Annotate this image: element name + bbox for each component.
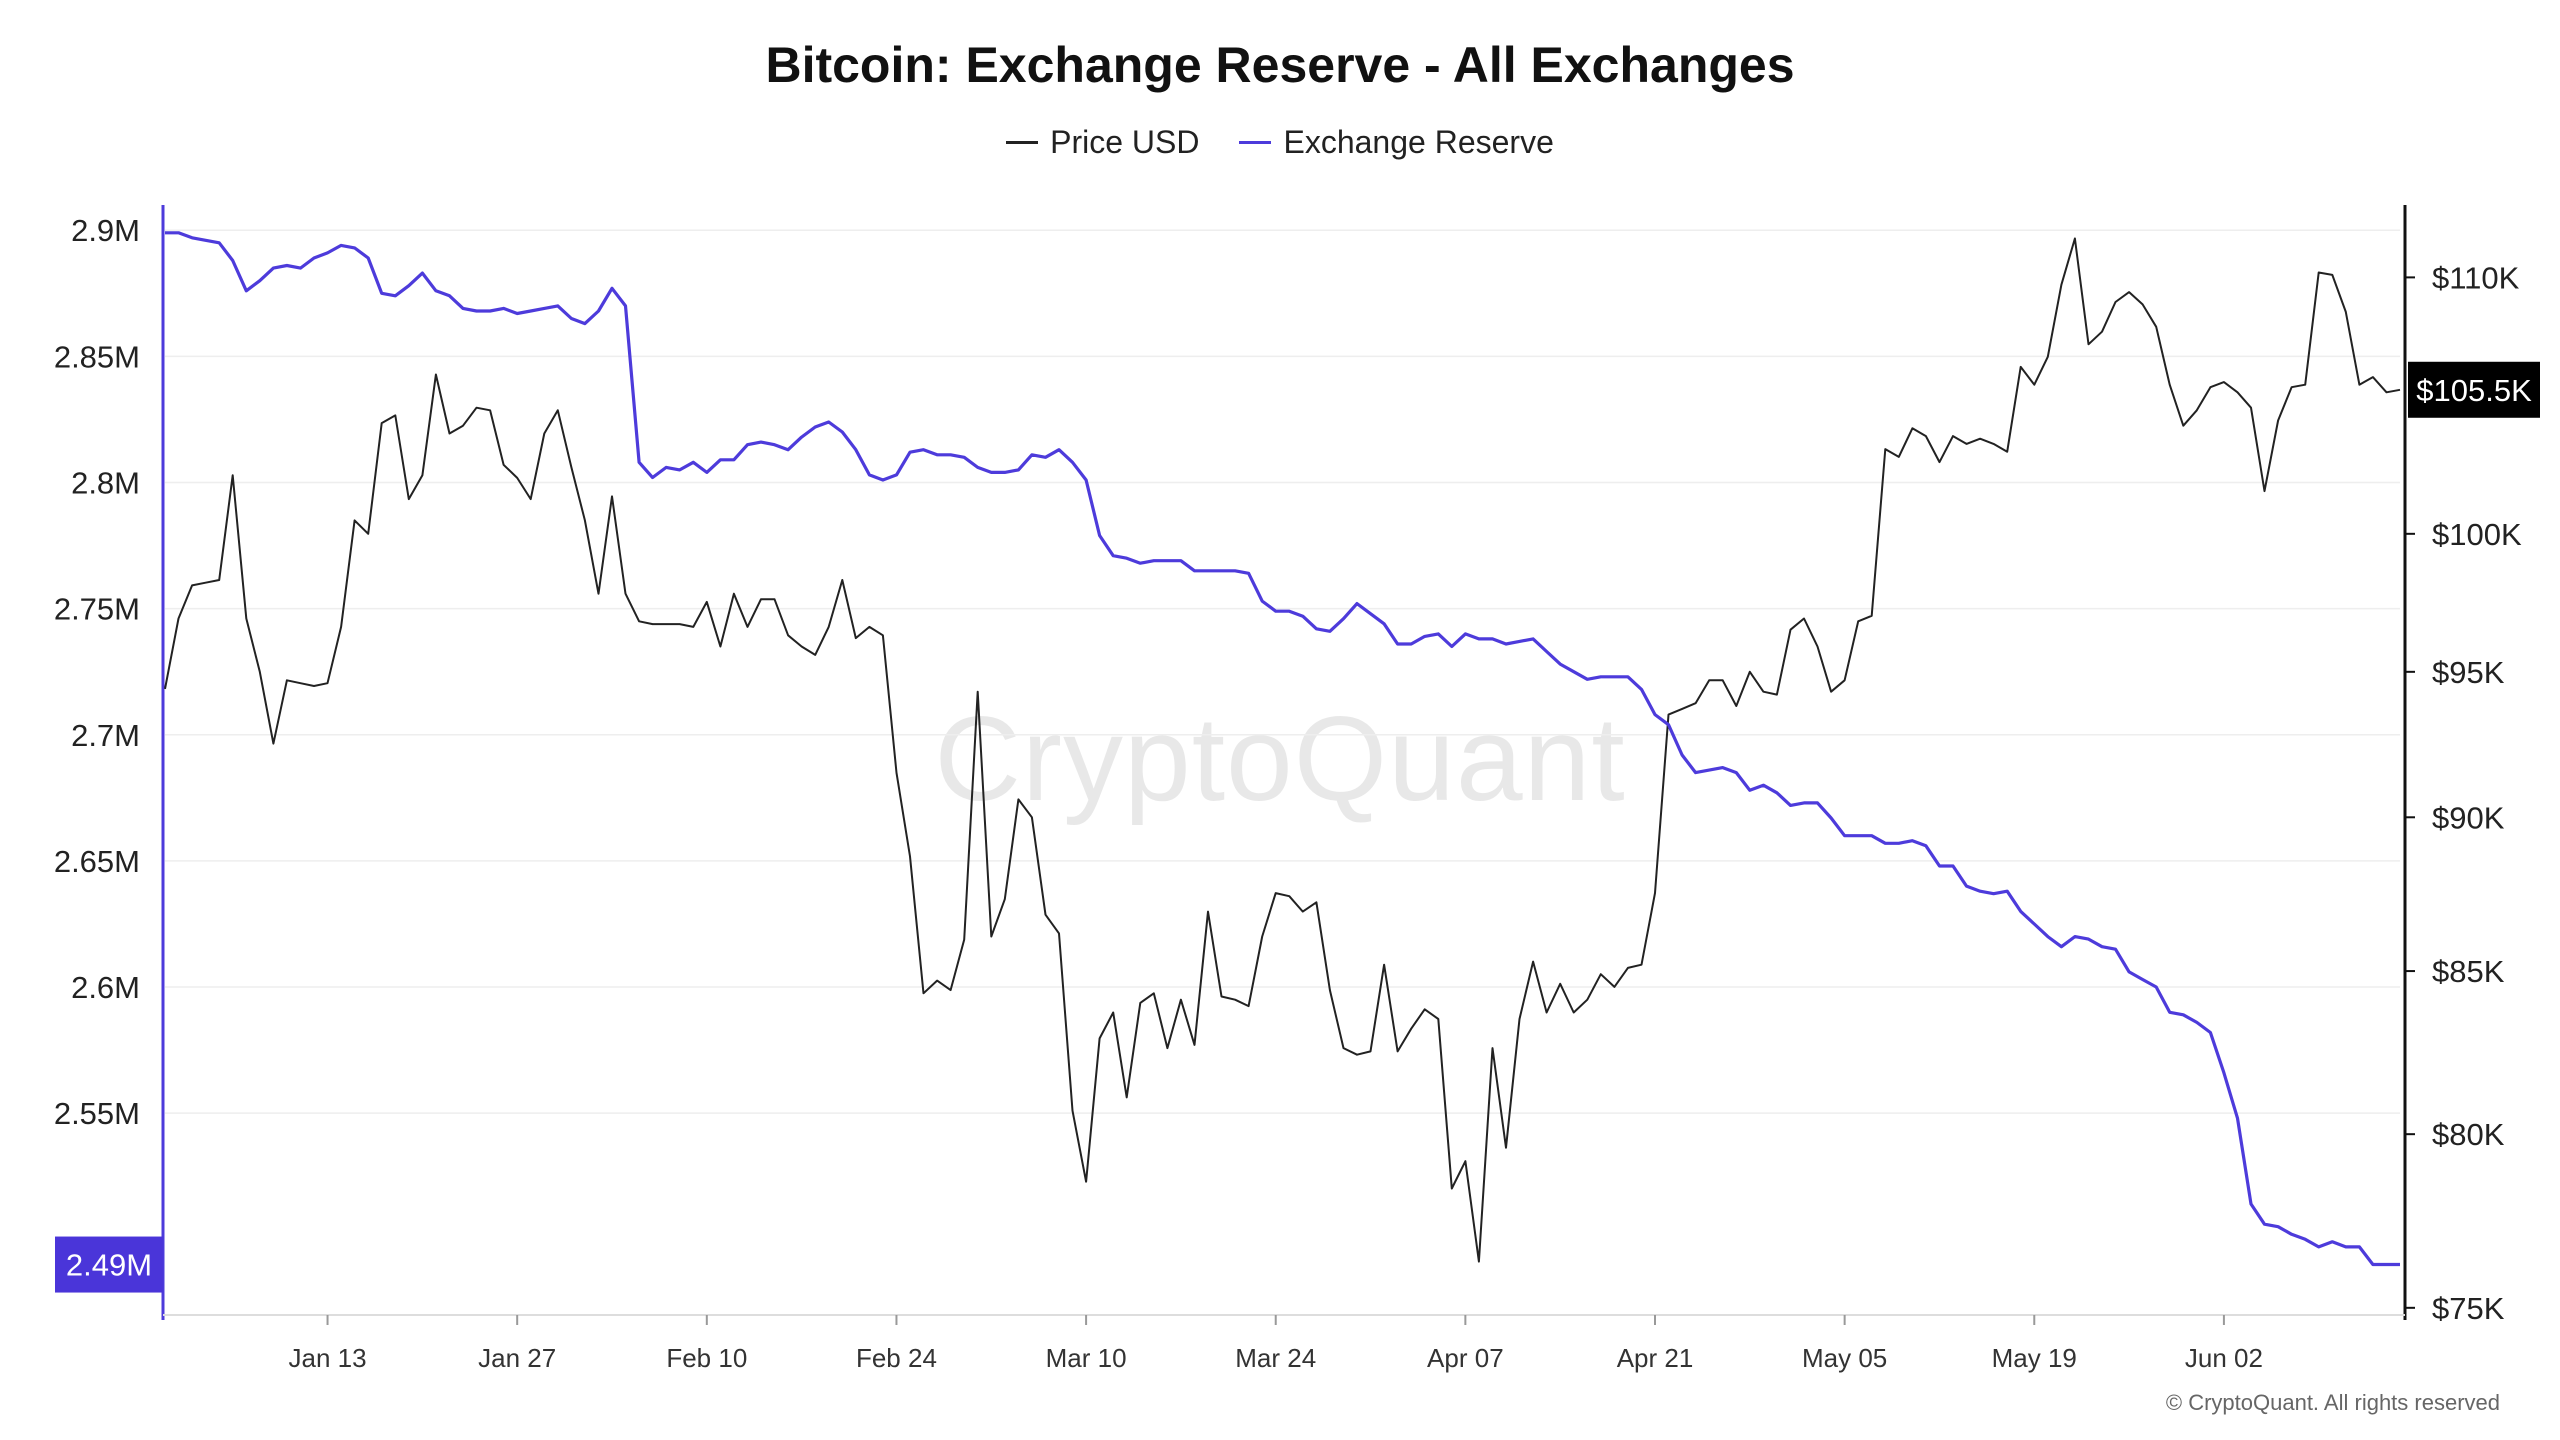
left-tick-label: 2.75M — [54, 592, 140, 627]
left-tick-label: 2.6M — [71, 970, 140, 1005]
left-tick-label: 2.8M — [71, 466, 140, 501]
right-tick-label: $75K — [2432, 1291, 2505, 1326]
value-badges: 2.49M $105.5K — [55, 361, 2540, 1293]
x-tick-label: May 19 — [1992, 1343, 2077, 1373]
left-tick-label: 2.65M — [54, 844, 140, 879]
x-tick-label: Apr 21 — [1617, 1343, 1694, 1373]
legend-label-reserve: Exchange Reserve — [1283, 124, 1554, 160]
right-tick-label: $80K — [2432, 1117, 2505, 1152]
x-tick-label: Feb 24 — [856, 1343, 937, 1373]
series-line-price-usd — [164, 237, 2401, 1263]
chart-title: Bitcoin: Exchange Reserve - All Exchange… — [765, 37, 1795, 93]
left-tick-label: 2.55M — [54, 1096, 140, 1131]
watermark: CryptoQuant — [934, 692, 1626, 826]
left-tick-label: 2.9M — [71, 213, 140, 248]
x-tick-label: Mar 24 — [1235, 1343, 1316, 1373]
x-tick-label: Jun 02 — [2185, 1343, 2263, 1373]
x-tick-label: Mar 10 — [1046, 1343, 1127, 1373]
x-tick-label: Jan 13 — [289, 1343, 367, 1373]
reserve-value-badge-label: 2.49M — [66, 1248, 152, 1283]
right-tick-label: $100K — [2432, 517, 2522, 552]
right-tick-label: $85K — [2432, 954, 2505, 989]
series-lines — [164, 231, 2401, 1267]
legend-swatch-reserve — [1239, 141, 1272, 144]
right-tick-label: $95K — [2432, 655, 2505, 690]
series-line-exchange-reserve — [165, 231, 2400, 1267]
left-tick-label: 2.7M — [71, 718, 140, 753]
right-tick-label: $110K — [2432, 260, 2520, 295]
legend-label-price: Price USD — [1050, 124, 1200, 160]
legend-item-price[interactable]: Price USD — [1006, 124, 1199, 161]
reserve-value-badge — [55, 1236, 163, 1293]
left-tick-label: 2.85M — [54, 339, 140, 374]
x-tick-label: May 05 — [1802, 1343, 1887, 1373]
legend[interactable]: Price USD Exchange Reserve — [0, 124, 2560, 161]
x-tick-label: Apr 07 — [1427, 1343, 1504, 1373]
grid-lines — [165, 229, 2400, 1114]
x-tick-label: Jan 27 — [478, 1343, 556, 1373]
x-tick-label: Feb 10 — [666, 1343, 747, 1373]
right-tick-label: $90K — [2432, 800, 2505, 835]
price-value-badge — [2408, 361, 2540, 418]
axes: 2.9M 2.85M 2.8M 2.75M 2.7M 2.65M 2.6M 2.55M $110… — [54, 205, 2522, 1373]
price-value-badge-label: $105.5K — [2416, 373, 2532, 408]
legend-swatch-price — [1006, 141, 1039, 144]
copyright-text: © CryptoQuant. All rights reserved — [2165, 1390, 2500, 1415]
legend-item-reserve[interactable]: Exchange Reserve — [1239, 124, 1554, 161]
